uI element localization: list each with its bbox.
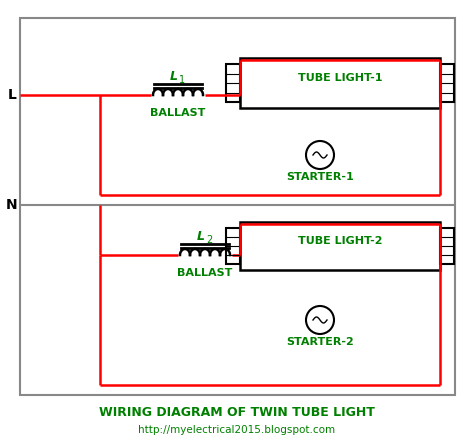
Text: L: L: [8, 88, 17, 102]
Text: BALLAST: BALLAST: [177, 268, 233, 278]
Text: WIRING DIAGRAM OF TWIN TUBE LIGHT: WIRING DIAGRAM OF TWIN TUBE LIGHT: [99, 406, 375, 419]
Text: L: L: [197, 231, 205, 243]
Bar: [440, 228, 454, 264]
Text: N: N: [6, 198, 18, 212]
Text: TUBE LIGHT-1: TUBE LIGHT-1: [298, 73, 382, 83]
Text: STARTER-2: STARTER-2: [286, 337, 354, 347]
Bar: [240, 58, 440, 108]
Bar: [226, 64, 240, 102]
Text: 1: 1: [179, 75, 185, 85]
Text: http://myelectrical2015.blogspot.com: http://myelectrical2015.blogspot.com: [138, 425, 336, 435]
Text: BALLAST: BALLAST: [150, 108, 206, 118]
Text: L: L: [170, 71, 178, 83]
Bar: [240, 222, 440, 270]
Text: TUBE LIGHT-2: TUBE LIGHT-2: [298, 236, 382, 246]
Text: STARTER-1: STARTER-1: [286, 172, 354, 182]
Bar: [226, 228, 240, 264]
Bar: [440, 64, 454, 102]
Bar: [20, 18, 455, 395]
Text: 2: 2: [206, 235, 212, 245]
